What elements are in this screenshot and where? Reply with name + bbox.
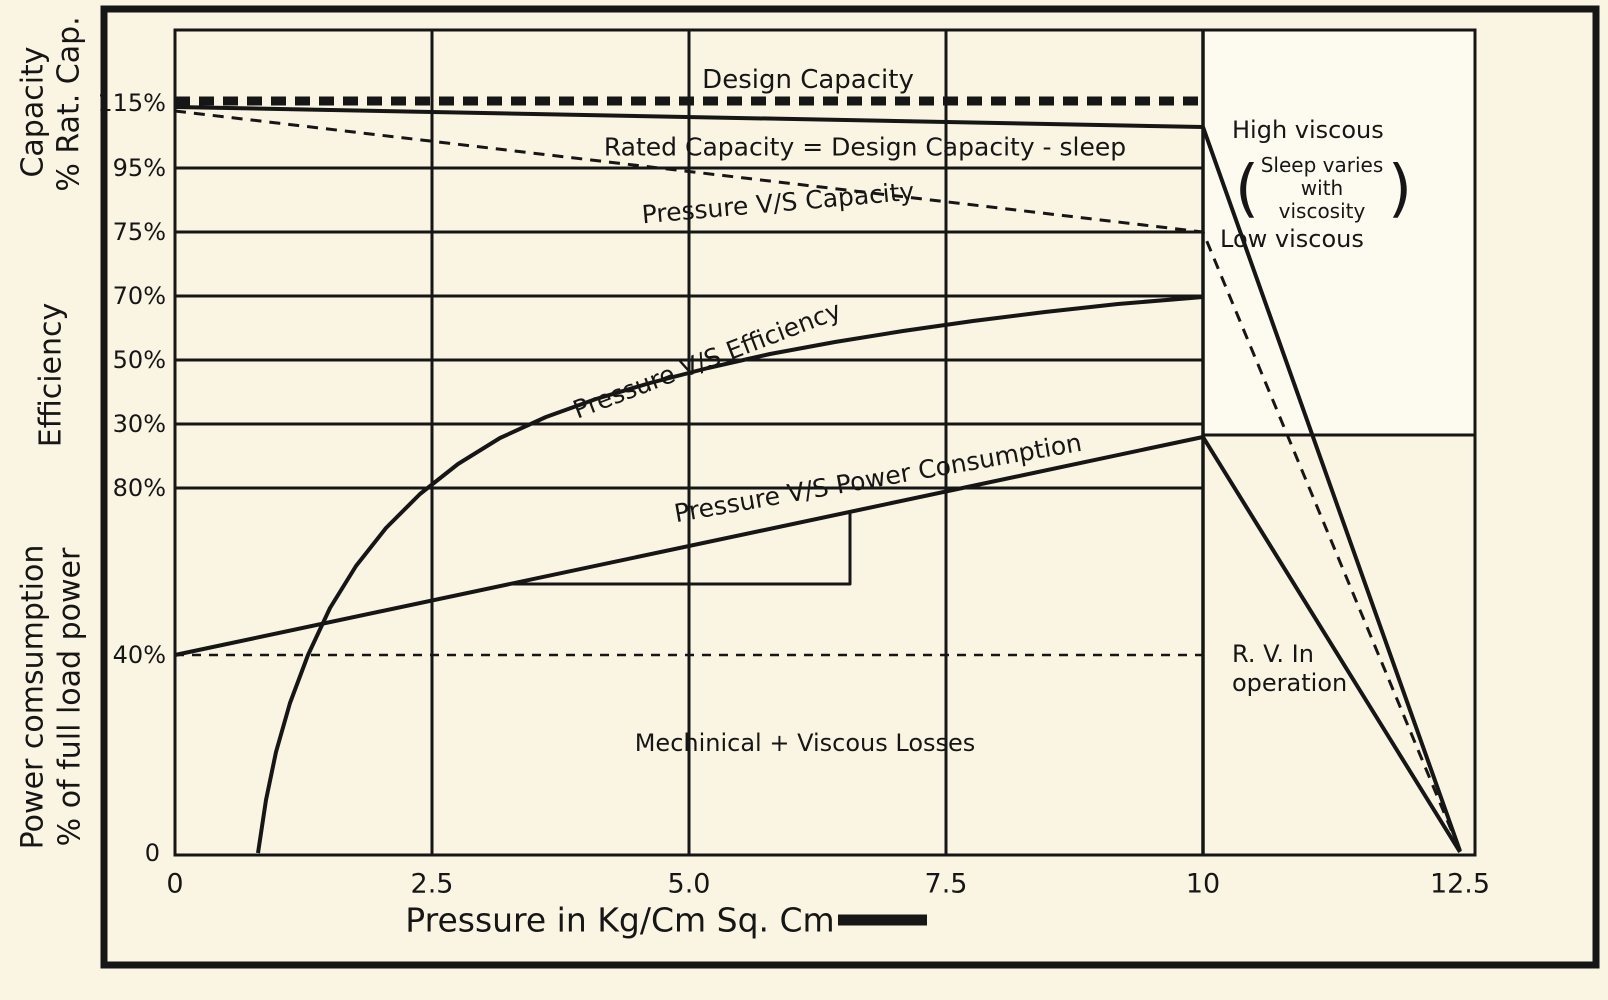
label-mech-viscous-losses: Mechinical + Viscous Losses: [635, 729, 976, 757]
label-rated-capacity: Rated Capacity = Design Capacity - sleep: [604, 133, 1126, 162]
axis-power-2: % of full load power: [53, 547, 88, 846]
axis-power-1: Power comsumption: [16, 545, 51, 850]
label-rv-line2: operation: [1232, 669, 1347, 697]
ytick-115: 115%: [97, 89, 166, 117]
label-sleep-viscosity: viscosity: [1279, 199, 1366, 223]
label-sleep-with: with: [1301, 176, 1343, 200]
paren-right-glyph: ): [1388, 152, 1412, 225]
outer-border: [100, 5, 1600, 969]
axis-capacity-1: Capacity: [16, 46, 51, 177]
xtick-2p5: 2.5: [411, 869, 454, 900]
ytick-30: 30%: [113, 410, 166, 438]
ytick-70: 70%: [113, 282, 166, 310]
label-high-viscous: High viscous: [1232, 116, 1384, 144]
axis-efficiency: Efficiency: [34, 303, 69, 448]
xtick-0: 0: [166, 869, 183, 900]
axis-capacity-2: % Rat. Cap.: [52, 16, 87, 191]
ytick-50: 50%: [113, 346, 166, 374]
ytick-80: 80%: [113, 474, 166, 502]
label-low-viscous: Low viscous: [1220, 225, 1364, 253]
series-efficiency: [256, 295, 1204, 854]
xtick-7p5: 7.5: [925, 869, 968, 900]
ytick-95: 95%: [113, 154, 166, 182]
ytick-75: 75%: [113, 218, 166, 246]
xtick-5: 5.0: [668, 869, 711, 900]
label-sleep-varies: Sleep varies: [1261, 153, 1384, 177]
right-top-patch: [1205, 32, 1473, 433]
plot-border: [173, 28, 1477, 857]
series-capacity-low-viscous: [174, 109, 1462, 852]
xtick-12p5: 12.5: [1430, 869, 1490, 900]
xtick-10: 10: [1186, 869, 1220, 900]
label-design-capacity: Design Capacity: [702, 65, 914, 95]
series-power-consumption: [174, 435, 1462, 854]
series-rated-capacity: [174, 105, 1462, 852]
x-axis-title: Pressure in Kg/Cm Sq. Cm: [405, 901, 834, 940]
ytick-40: 40%: [113, 641, 166, 669]
power-step: [508, 513, 852, 586]
ytick-0: 0: [145, 839, 160, 867]
paren-left-glyph: (: [1235, 152, 1259, 225]
label-rv-line1: R. V. In: [1232, 640, 1314, 668]
